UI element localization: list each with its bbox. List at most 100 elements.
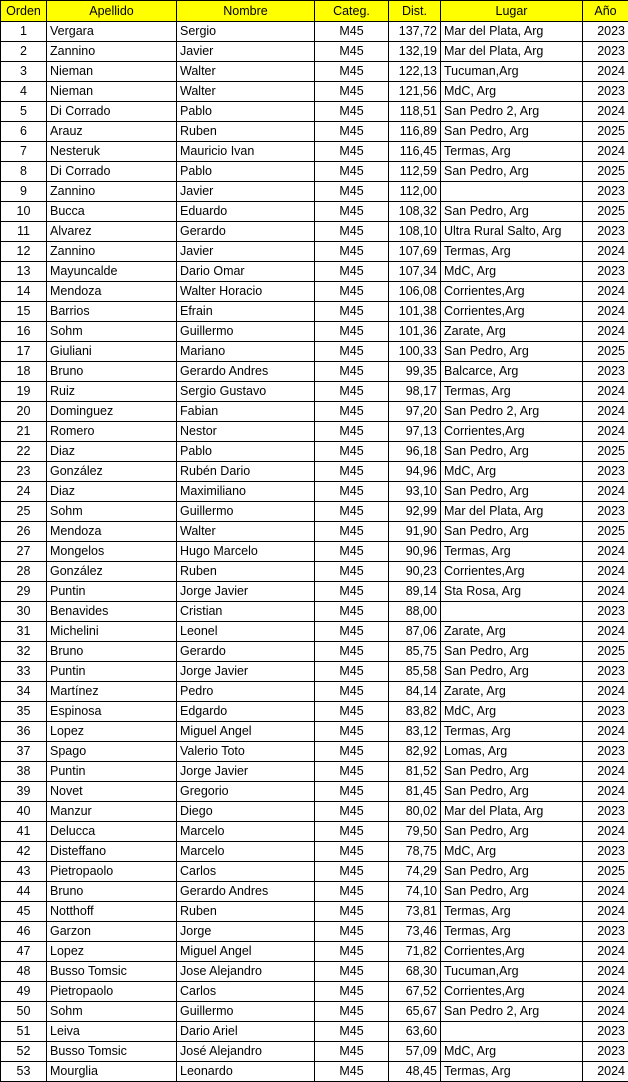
cell-ano[interactable]: 2025 bbox=[583, 202, 628, 222]
cell-lugar[interactable]: Termas, Arg bbox=[441, 722, 583, 742]
cell-dist[interactable]: 122,13 bbox=[389, 62, 441, 82]
cell-nombre[interactable]: Ruben bbox=[177, 122, 315, 142]
cell-categ[interactable]: M45 bbox=[315, 642, 389, 662]
cell-lugar[interactable]: San Pedro, Arg bbox=[441, 162, 583, 182]
cell-dist[interactable]: 97,13 bbox=[389, 422, 441, 442]
header-lugar[interactable]: Lugar bbox=[441, 1, 583, 22]
cell-lugar[interactable]: San Pedro, Arg bbox=[441, 442, 583, 462]
cell-apellido[interactable]: Sohm bbox=[47, 502, 177, 522]
cell-apellido[interactable]: Nieman bbox=[47, 62, 177, 82]
cell-ano[interactable]: 2023 bbox=[583, 222, 628, 242]
cell-apellido[interactable]: Lopez bbox=[47, 942, 177, 962]
cell-dist[interactable]: 91,90 bbox=[389, 522, 441, 542]
cell-categ[interactable]: M45 bbox=[315, 482, 389, 502]
cell-nombre[interactable]: Ruben bbox=[177, 902, 315, 922]
cell-nombre[interactable]: Walter bbox=[177, 82, 315, 102]
cell-categ[interactable]: M45 bbox=[315, 382, 389, 402]
cell-orden[interactable]: 34 bbox=[1, 682, 47, 702]
cell-nombre[interactable]: Hugo Marcelo bbox=[177, 542, 315, 562]
cell-apellido[interactable]: Bruno bbox=[47, 642, 177, 662]
cell-dist[interactable]: 107,69 bbox=[389, 242, 441, 262]
cell-lugar[interactable]: Corrientes,Arg bbox=[441, 302, 583, 322]
cell-orden[interactable]: 44 bbox=[1, 882, 47, 902]
cell-ano[interactable]: 2023 bbox=[583, 42, 628, 62]
cell-nombre[interactable]: Carlos bbox=[177, 862, 315, 882]
cell-nombre[interactable]: Mauricio Ivan bbox=[177, 142, 315, 162]
cell-ano[interactable]: 2023 bbox=[583, 1042, 628, 1062]
cell-ano[interactable]: 2024 bbox=[583, 722, 628, 742]
cell-lugar[interactable]: Mar del Plata, Arg bbox=[441, 802, 583, 822]
cell-orden[interactable]: 40 bbox=[1, 802, 47, 822]
cell-nombre[interactable]: Jorge Javier bbox=[177, 762, 315, 782]
cell-lugar[interactable]: MdC, Arg bbox=[441, 82, 583, 102]
cell-nombre[interactable]: Sergio Gustavo bbox=[177, 382, 315, 402]
cell-categ[interactable]: M45 bbox=[315, 842, 389, 862]
cell-nombre[interactable]: Leonel bbox=[177, 622, 315, 642]
cell-ano[interactable]: 2024 bbox=[583, 962, 628, 982]
cell-nombre[interactable]: Gerardo bbox=[177, 222, 315, 242]
cell-orden[interactable]: 41 bbox=[1, 822, 47, 842]
cell-dist[interactable]: 87,06 bbox=[389, 622, 441, 642]
cell-ano[interactable]: 2024 bbox=[583, 62, 628, 82]
cell-categ[interactable]: M45 bbox=[315, 222, 389, 242]
cell-lugar[interactable]: San Pedro, Arg bbox=[441, 762, 583, 782]
cell-orden[interactable]: 11 bbox=[1, 222, 47, 242]
cell-nombre[interactable]: Efrain bbox=[177, 302, 315, 322]
cell-lugar[interactable]: Zarate, Arg bbox=[441, 682, 583, 702]
cell-nombre[interactable]: Pedro bbox=[177, 682, 315, 702]
cell-apellido[interactable]: Ruiz bbox=[47, 382, 177, 402]
cell-lugar[interactable]: Sta Rosa, Arg bbox=[441, 582, 583, 602]
cell-orden[interactable]: 15 bbox=[1, 302, 47, 322]
cell-nombre[interactable]: Guillermo bbox=[177, 1002, 315, 1022]
cell-categ[interactable]: M45 bbox=[315, 122, 389, 142]
cell-categ[interactable]: M45 bbox=[315, 542, 389, 562]
cell-categ[interactable]: M45 bbox=[315, 862, 389, 882]
cell-nombre[interactable]: Dario Ariel bbox=[177, 1022, 315, 1042]
cell-lugar[interactable]: Termas, Arg bbox=[441, 142, 583, 162]
cell-categ[interactable]: M45 bbox=[315, 782, 389, 802]
cell-categ[interactable]: M45 bbox=[315, 322, 389, 342]
cell-categ[interactable]: M45 bbox=[315, 602, 389, 622]
cell-nombre[interactable]: Valerio Toto bbox=[177, 742, 315, 762]
cell-orden[interactable]: 32 bbox=[1, 642, 47, 662]
cell-orden[interactable]: 18 bbox=[1, 362, 47, 382]
cell-lugar[interactable] bbox=[441, 602, 583, 622]
cell-ano[interactable]: 2023 bbox=[583, 922, 628, 942]
cell-nombre[interactable]: Maximiliano bbox=[177, 482, 315, 502]
cell-lugar[interactable]: San Pedro 2, Arg bbox=[441, 102, 583, 122]
cell-apellido[interactable]: Martínez bbox=[47, 682, 177, 702]
cell-nombre[interactable]: Gerardo Andres bbox=[177, 362, 315, 382]
cell-orden[interactable]: 52 bbox=[1, 1042, 47, 1062]
cell-nombre[interactable]: Pablo bbox=[177, 102, 315, 122]
cell-lugar[interactable]: Corrientes,Arg bbox=[441, 422, 583, 442]
cell-categ[interactable]: M45 bbox=[315, 82, 389, 102]
cell-nombre[interactable]: Nestor bbox=[177, 422, 315, 442]
cell-lugar[interactable]: Zarate, Arg bbox=[441, 322, 583, 342]
cell-apellido[interactable]: Diaz bbox=[47, 442, 177, 462]
cell-apellido[interactable]: Nieman bbox=[47, 82, 177, 102]
cell-ano[interactable]: 2023 bbox=[583, 182, 628, 202]
cell-apellido[interactable]: Novet bbox=[47, 782, 177, 802]
cell-apellido[interactable]: Zannino bbox=[47, 182, 177, 202]
cell-categ[interactable]: M45 bbox=[315, 502, 389, 522]
cell-orden[interactable]: 25 bbox=[1, 502, 47, 522]
cell-categ[interactable]: M45 bbox=[315, 882, 389, 902]
cell-orden[interactable]: 5 bbox=[1, 102, 47, 122]
cell-orden[interactable]: 2 bbox=[1, 42, 47, 62]
cell-ano[interactable]: 2024 bbox=[583, 402, 628, 422]
cell-nombre[interactable]: Marcelo bbox=[177, 822, 315, 842]
cell-nombre[interactable]: Mariano bbox=[177, 342, 315, 362]
cell-apellido[interactable]: Di Corrado bbox=[47, 162, 177, 182]
cell-orden[interactable]: 50 bbox=[1, 1002, 47, 1022]
cell-ano[interactable]: 2025 bbox=[583, 442, 628, 462]
cell-ano[interactable]: 2023 bbox=[583, 82, 628, 102]
cell-lugar[interactable]: San Pedro, Arg bbox=[441, 482, 583, 502]
cell-orden[interactable]: 16 bbox=[1, 322, 47, 342]
cell-orden[interactable]: 17 bbox=[1, 342, 47, 362]
cell-apellido[interactable]: Mongelos bbox=[47, 542, 177, 562]
cell-dist[interactable]: 82,92 bbox=[389, 742, 441, 762]
cell-lugar[interactable]: Zarate, Arg bbox=[441, 622, 583, 642]
cell-apellido[interactable]: Bruno bbox=[47, 362, 177, 382]
cell-nombre[interactable]: Miguel Angel bbox=[177, 942, 315, 962]
cell-categ[interactable]: M45 bbox=[315, 742, 389, 762]
